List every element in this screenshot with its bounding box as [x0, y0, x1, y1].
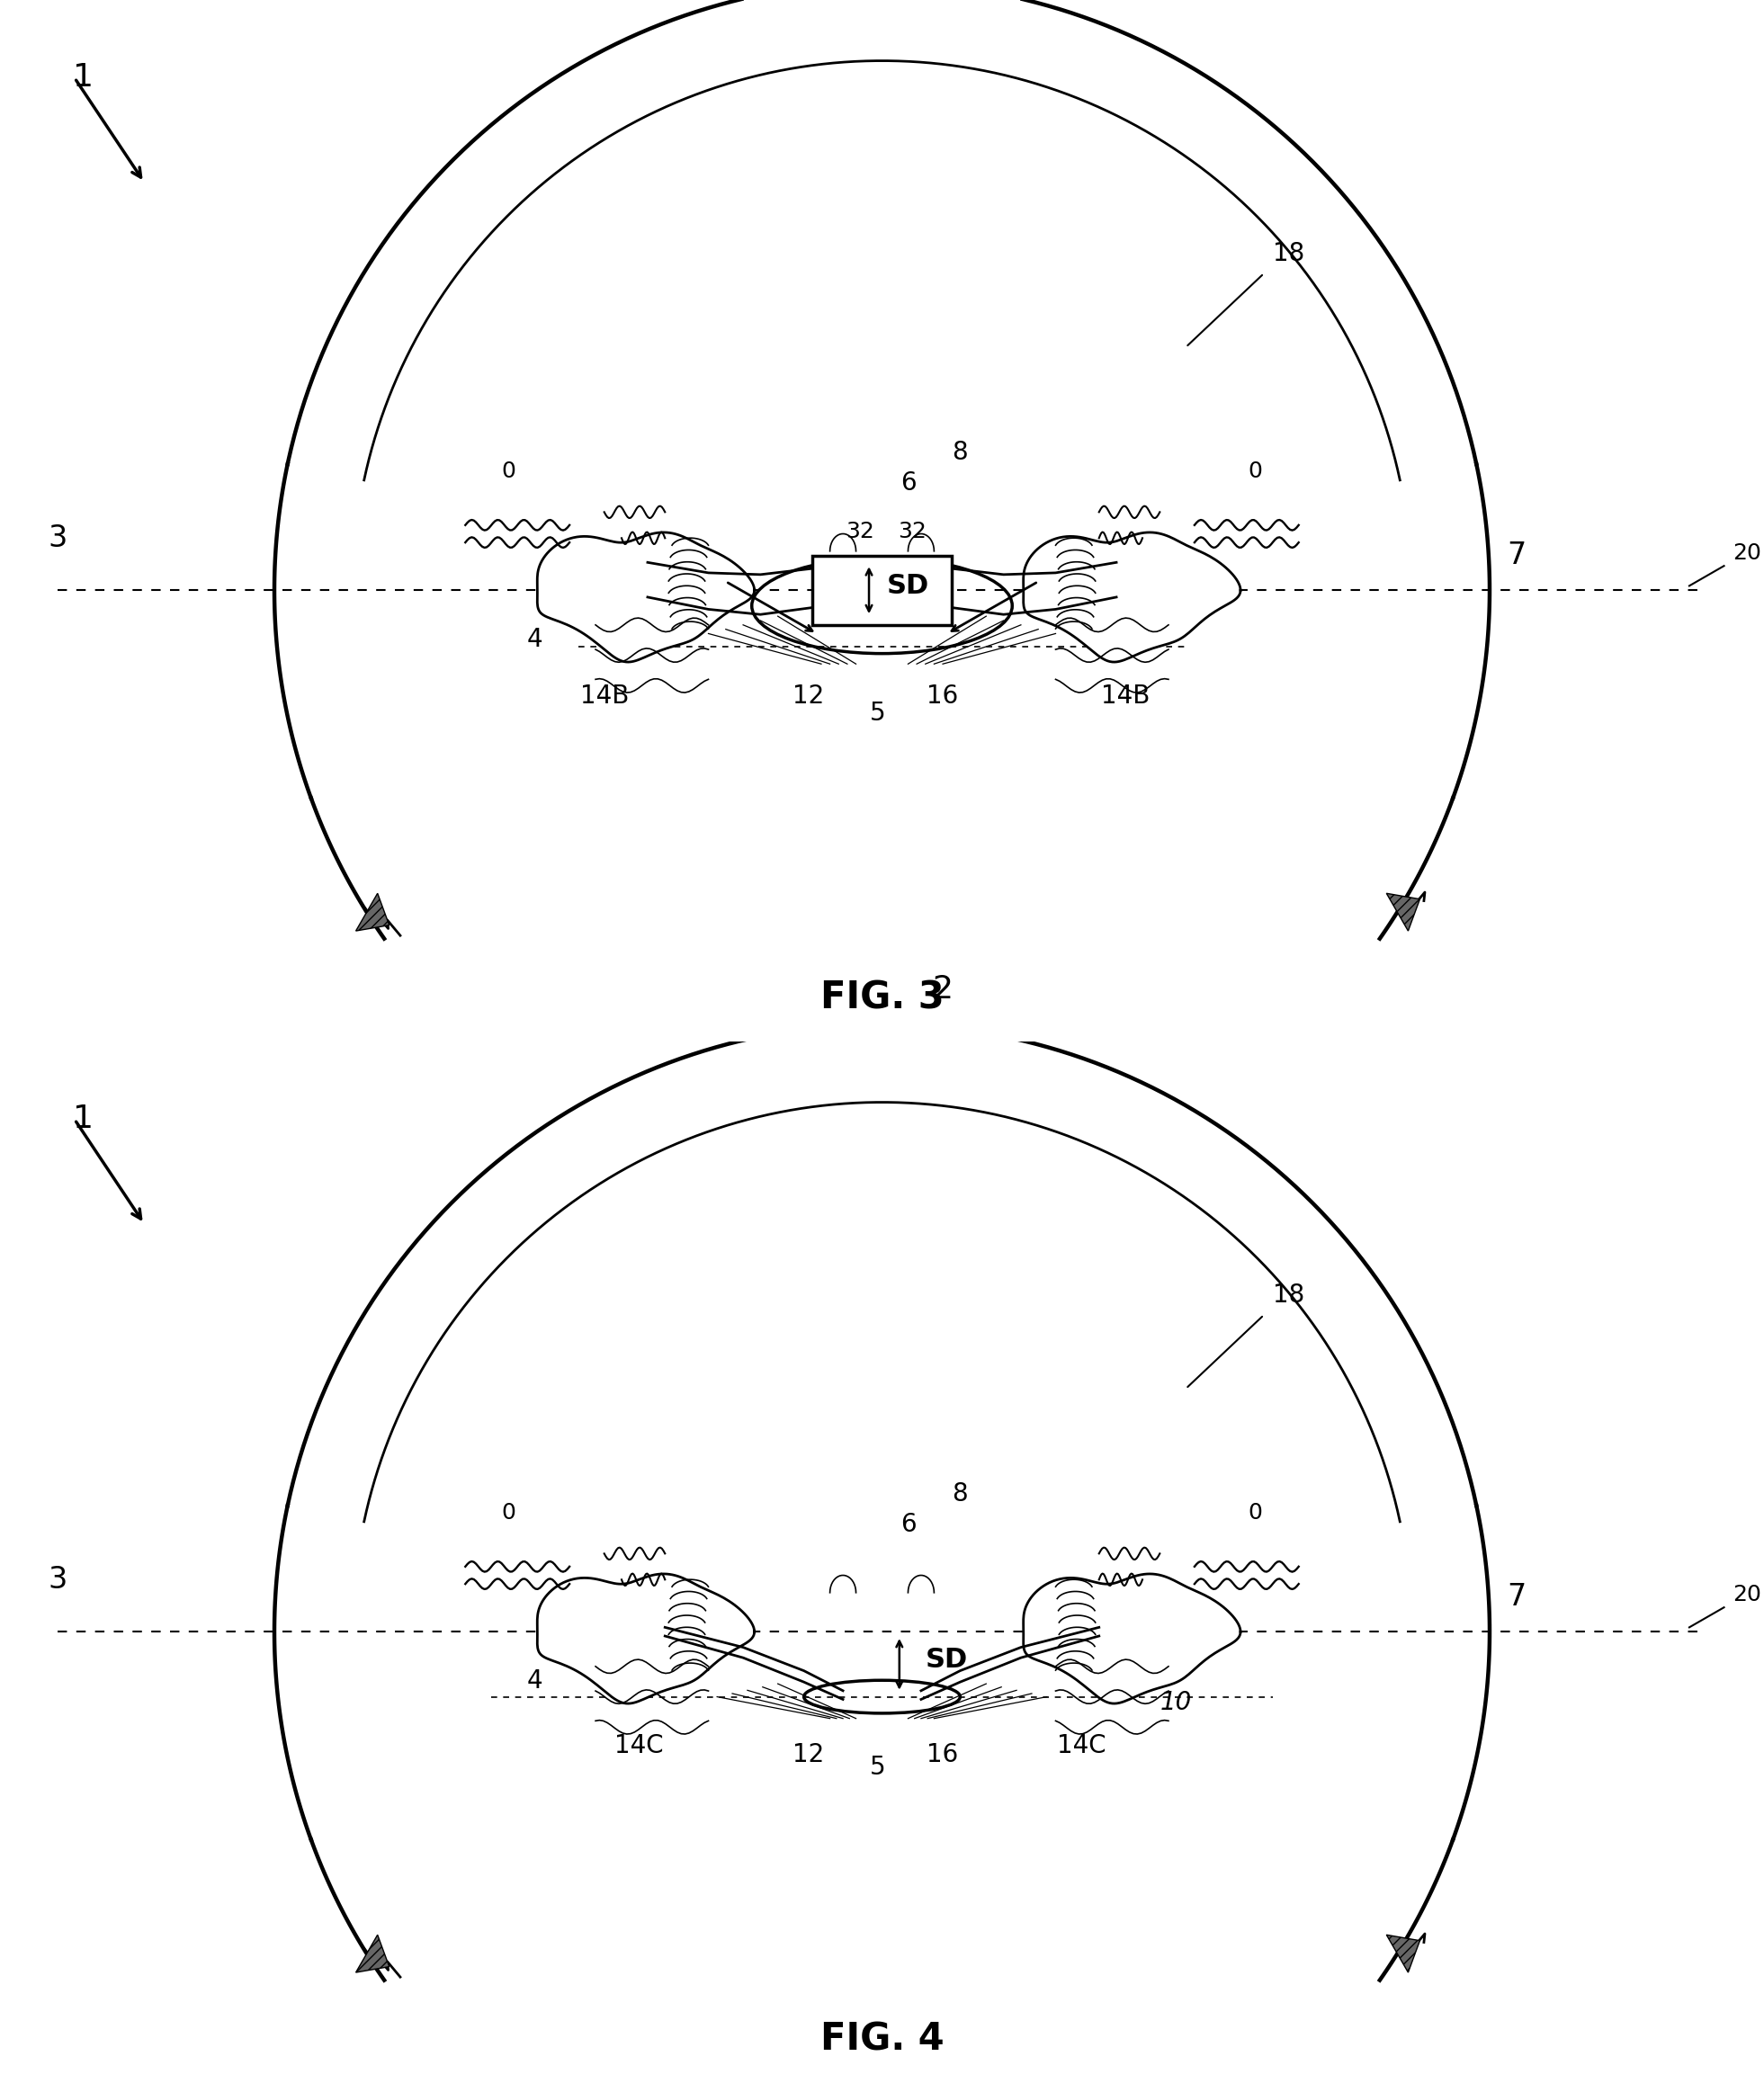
Text: 5: 5	[870, 700, 886, 725]
Text: 18: 18	[1272, 1283, 1304, 1308]
Text: SD: SD	[886, 573, 930, 600]
Text: 14B: 14B	[1101, 683, 1150, 708]
Text: 14B: 14B	[580, 683, 628, 708]
Text: 6: 6	[900, 471, 916, 496]
Text: 6: 6	[900, 1512, 916, 1537]
Text: 30: 30	[1177, 583, 1208, 608]
Text: 7: 7	[1506, 1583, 1526, 1612]
Text: 1: 1	[72, 62, 93, 94]
Text: 18: 18	[1272, 242, 1304, 267]
Polygon shape	[1023, 533, 1240, 662]
Polygon shape	[1023, 1575, 1240, 1704]
Text: SD: SD	[926, 1646, 968, 1673]
Text: 0: 0	[1249, 460, 1263, 481]
Text: 4: 4	[527, 1668, 543, 1693]
Text: 10: 10	[1159, 1689, 1191, 1714]
Polygon shape	[538, 533, 755, 662]
Text: 14C: 14C	[614, 1733, 663, 1758]
Text: 30: 30	[547, 587, 579, 612]
Text: 14C: 14C	[1057, 1733, 1106, 1758]
Text: 2: 2	[933, 975, 953, 1004]
Text: 0: 0	[501, 460, 515, 481]
Text: 32: 32	[847, 521, 875, 542]
Text: 20: 20	[1732, 1585, 1762, 1606]
Text: 10: 10	[1108, 635, 1140, 660]
Text: 20: 20	[1732, 544, 1762, 564]
Polygon shape	[1387, 894, 1420, 931]
Text: 3: 3	[48, 523, 67, 554]
Polygon shape	[538, 1575, 755, 1704]
Text: 16: 16	[926, 683, 958, 708]
Polygon shape	[356, 894, 390, 931]
Text: 8: 8	[953, 1481, 968, 1506]
Text: 12: 12	[792, 683, 824, 708]
Text: FIG. 4: FIG. 4	[820, 2021, 944, 2058]
Text: 7: 7	[1506, 542, 1526, 571]
Text: 16: 16	[926, 1741, 958, 1766]
Text: 8: 8	[953, 440, 968, 465]
Text: 1: 1	[72, 1104, 93, 1135]
Text: FIG. 3: FIG. 3	[820, 979, 944, 1017]
Text: 4: 4	[527, 627, 543, 652]
Polygon shape	[356, 1935, 390, 1973]
Text: 5: 5	[870, 1756, 886, 1781]
Text: 32: 32	[898, 521, 926, 542]
Text: 0: 0	[1249, 1502, 1263, 1523]
Text: 0: 0	[501, 1502, 515, 1523]
Polygon shape	[1387, 1935, 1420, 1973]
Text: 3: 3	[48, 1564, 67, 1596]
Text: 12: 12	[792, 1741, 824, 1766]
Bar	[813, 556, 951, 625]
